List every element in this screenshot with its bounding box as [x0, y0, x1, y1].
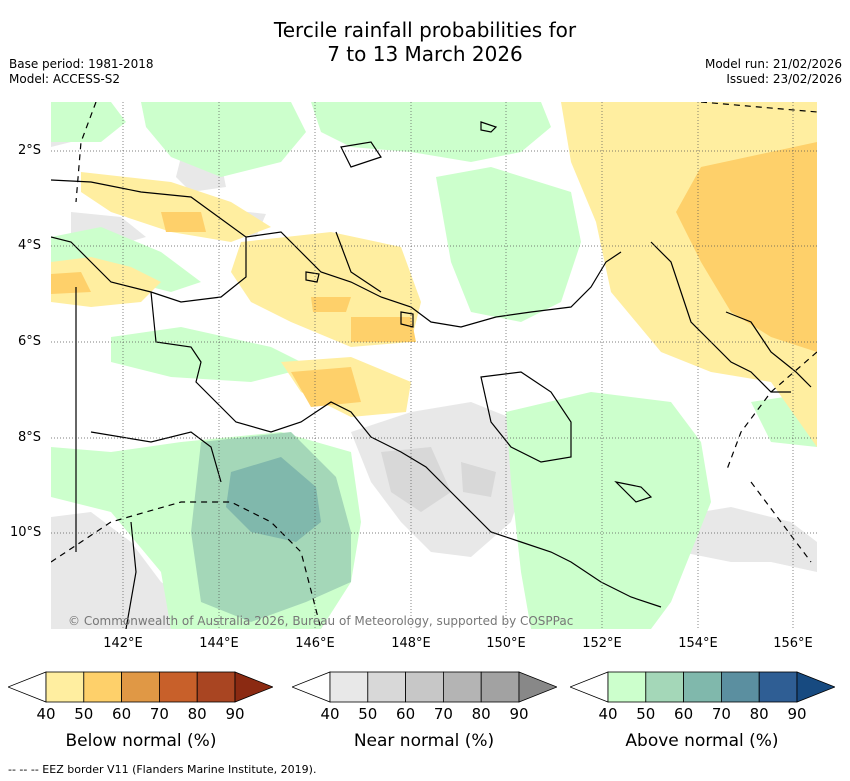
- meta-left: Base period: 1981-2018 Model: ACCESS-S2: [9, 57, 154, 87]
- base-period: Base period: 1981-2018: [9, 57, 154, 71]
- above-colorbar-segment: [607, 671, 647, 703]
- near-tick-label: 40: [320, 705, 340, 723]
- near-colorbar-segment: [329, 671, 369, 703]
- near-tick-label: 80: [471, 705, 491, 723]
- above-normal-regions: [51, 102, 817, 629]
- lon-label-150e: 150°E: [486, 636, 526, 651]
- near-low-arrow: [292, 671, 331, 703]
- lon-label-154e: 154°E: [678, 636, 718, 651]
- map-title: Tercile rainfall probabilities for 7 to …: [0, 18, 850, 66]
- lon-label-152e: 152°E: [582, 636, 622, 651]
- near-tick-label: 60: [396, 705, 416, 723]
- lon-label-146e: 146°E: [295, 636, 335, 651]
- map-svg: [51, 102, 817, 629]
- below-high-arrow: [234, 671, 273, 703]
- eez-borders: [51, 102, 817, 629]
- below-colorbar-segment: [83, 671, 123, 703]
- below-low-arrow: [8, 671, 47, 703]
- above-normal-colorbar: [570, 671, 835, 703]
- below-normal-colorbar: [8, 671, 273, 703]
- below-colorbar-segment: [158, 671, 198, 703]
- lon-label-156e: 156°E: [773, 636, 813, 651]
- near-tick-label: 50: [358, 705, 378, 723]
- lon-label-142e: 142°E: [103, 636, 143, 651]
- above-high-arrow: [796, 671, 835, 703]
- near-colorbar-segment: [367, 671, 407, 703]
- above-colorbar-segment: [758, 671, 798, 703]
- lat-label-6s: 6°S: [18, 334, 42, 349]
- model-name: Model: ACCESS-S2: [9, 72, 121, 86]
- below-tick-label: 60: [112, 705, 132, 723]
- near-tick-label: 90: [509, 705, 529, 723]
- near-high-arrow: [518, 671, 557, 703]
- model-run: Model run: 21/02/2026: [704, 57, 842, 71]
- title-line-1: Tercile rainfall probabilities for: [273, 18, 577, 42]
- probability-map[interactable]: [51, 102, 817, 629]
- issued-date: Issued: 23/02/2026: [726, 72, 842, 86]
- lon-label-148e: 148°E: [391, 636, 431, 651]
- near-tick-label: 70: [433, 705, 453, 723]
- below-colorbar-segment: [45, 671, 85, 703]
- below-colorbar-segment: [121, 671, 160, 703]
- near-colorbar-segment: [442, 671, 482, 703]
- near-normal-title: Near normal (%): [353, 731, 495, 751]
- above-tick-label: 90: [787, 705, 807, 723]
- above-colorbar-segment: [683, 671, 722, 703]
- above-tick-label: 70: [711, 705, 731, 723]
- lat-label-10s: 10°S: [10, 525, 42, 540]
- below-tick-label: 40: [36, 705, 56, 723]
- above-tick-label: 60: [674, 705, 694, 723]
- below-normal-title: Below normal (%): [65, 731, 217, 751]
- near-normal-colorbar: [292, 671, 557, 703]
- lon-label-144e: 144°E: [199, 636, 239, 651]
- below-tick-label: 50: [74, 705, 94, 723]
- eez-footnote: -- -- -- EEZ border V11 (Flanders Marine…: [8, 763, 317, 776]
- lat-label-4s: 4°S: [18, 238, 42, 253]
- meta-right: Model run: 21/02/2026 Issued: 23/02/2026: [705, 57, 842, 87]
- near-colorbar-segment: [480, 671, 520, 703]
- title-line-2: 7 to 13 March 2026: [327, 42, 523, 66]
- below-tick-label: 80: [187, 705, 207, 723]
- near-colorbar-segment: [405, 671, 444, 703]
- above-colorbar-segment: [720, 671, 760, 703]
- below-tick-label: 70: [149, 705, 169, 723]
- above-colorbar-segment: [645, 671, 685, 703]
- copyright-notice: © Commonwealth of Australia 2026, Bureau…: [68, 614, 574, 628]
- below-tick-label: 90: [225, 705, 245, 723]
- above-normal-title: Above normal (%): [625, 731, 779, 751]
- above-low-arrow: [570, 671, 609, 703]
- above-tick-label: 40: [598, 705, 618, 723]
- above-tick-label: 50: [636, 705, 656, 723]
- lat-label-2s: 2°S: [18, 143, 42, 158]
- above-tick-label: 80: [749, 705, 769, 723]
- below-colorbar-segment: [196, 671, 236, 703]
- lat-label-8s: 8°S: [18, 430, 42, 445]
- graticule: [51, 102, 817, 629]
